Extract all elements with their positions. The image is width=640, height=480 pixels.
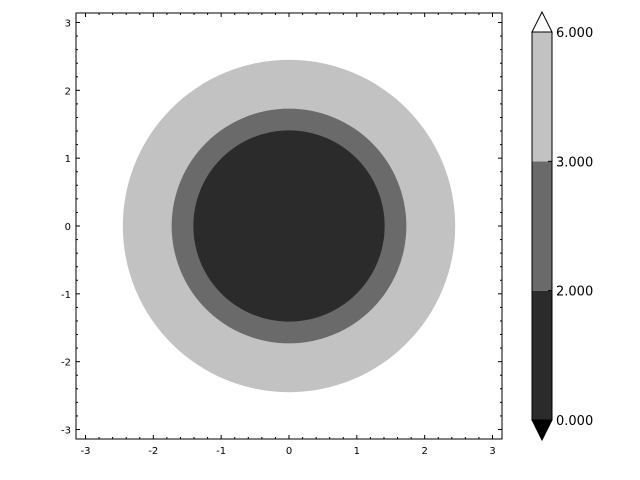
x-tick-label: 3 — [489, 446, 495, 457]
x-tick-label: 0 — [286, 446, 292, 457]
colorbar-segment-2 — [532, 32, 552, 162]
y-tick-label: 1 — [65, 154, 71, 165]
colorbar-outline — [531, 31, 553, 421]
y-tick-label: -3 — [61, 426, 71, 437]
colorbar-label: 3.000 — [556, 155, 593, 170]
colorbar-segment-1 — [532, 161, 552, 291]
colorbar-segment-0 — [532, 290, 552, 420]
contour-regions — [122, 59, 456, 393]
y-tick-label: 3 — [65, 18, 71, 29]
x-tick-label: 2 — [421, 446, 427, 457]
colorbar-label: 0.000 — [556, 414, 593, 429]
x-tick-label: -1 — [216, 446, 226, 457]
colorbar: 0.000 2.000 3.000 6.000 — [531, 10, 593, 442]
x-tick-label: -2 — [148, 446, 158, 457]
x-tick-label: 1 — [354, 446, 360, 457]
colorbar-label: 6.000 — [556, 26, 593, 41]
colorbar-under-extension — [531, 419, 553, 442]
colorbar-label: 2.000 — [556, 285, 593, 300]
y-tick-label: -1 — [61, 290, 71, 301]
y-tick-label: -2 — [61, 358, 71, 369]
y-tick-label: 0 — [65, 222, 71, 233]
colorbar-over-extension — [531, 10, 553, 33]
axis-ticks: -3 -2 -1 0 1 2 3 -3 -2 -1 0 1 2 3 — [61, 13, 502, 457]
y-tick-label: 2 — [65, 86, 71, 97]
contour-region-2 — [193, 130, 385, 322]
x-tick-label: -3 — [81, 446, 91, 457]
